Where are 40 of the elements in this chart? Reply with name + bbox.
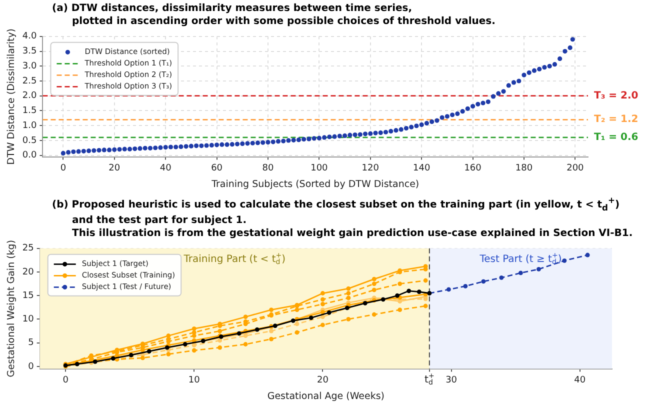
y-axis-title: Gestational Weight Gain (kg): [6, 240, 18, 378]
chart-title: (a) DTW distances, dissimilarity measures between time series, plotted in ascending order with some possible choices of threshold values.: [51, 2, 496, 28]
x-axis-title: Training Subjects (Sorted by DTW Distance): [210, 178, 420, 190]
x-axis-title: Gestational Age (Weeks): [267, 391, 385, 402]
y-tick-label: 0.5: [22, 136, 37, 146]
y-tick-label: 0.0: [22, 150, 37, 161]
y-tick-label: 25: [22, 244, 34, 254]
y-tick-label: 1.5: [22, 106, 37, 116]
x-tick-label: 120: [362, 164, 380, 174]
y-tick-label: 3.5: [22, 46, 37, 57]
x-tick-label: 0: [60, 164, 66, 174]
text: T₃ = 2.0: [594, 90, 638, 102]
x-tick-label: 80: [262, 164, 274, 174]
x-tick-label: 200: [566, 164, 584, 174]
x-tick-label: 140: [413, 164, 430, 174]
x-tick-label: 20: [316, 376, 329, 386]
x-tick-label: 20: [108, 164, 120, 174]
x-tick-label: 10: [188, 376, 200, 386]
y-tick-label: 3.0: [22, 61, 37, 72]
y-tick-label: 4.0: [22, 32, 37, 42]
x-tick-label: 100: [310, 164, 328, 174]
y-tick-label: 0: [28, 362, 34, 372]
y-axis-title: DTW Distance (Dissimilarity): [6, 28, 18, 165]
y-tick-label: 10: [22, 314, 34, 325]
text: T₂ = 1.2: [594, 114, 638, 126]
y-tick-label: 5: [28, 338, 34, 349]
x-tick-label: 160: [464, 164, 482, 174]
y-tick-label: 1.0: [22, 120, 37, 131]
y-tick-label: 15: [22, 291, 34, 302]
x-tick-label: 30: [446, 376, 458, 386]
x-tick-label: 40: [160, 164, 172, 174]
chart-title: (b) Proposed heuristic is used to calculate the closest subset on the training part (in yellow, t < t$_{d}$$^{+}$) and the test part for subject 1. This illustration is from the gestational weight gain prediction use-case explained in Section VI-B1.: [52, 195, 633, 240]
x-tick-label: 180: [515, 164, 533, 174]
text: T₁ = 0.6: [594, 132, 638, 144]
x-tick-label: 40: [574, 376, 586, 386]
x-tick-label: 60: [211, 164, 223, 174]
x-tick-label: 0: [62, 376, 69, 386]
y-tick-label: 20: [22, 268, 34, 278]
y-tick-label: 2.5: [22, 76, 37, 86]
y-tick-label: 2.0: [22, 91, 37, 102]
